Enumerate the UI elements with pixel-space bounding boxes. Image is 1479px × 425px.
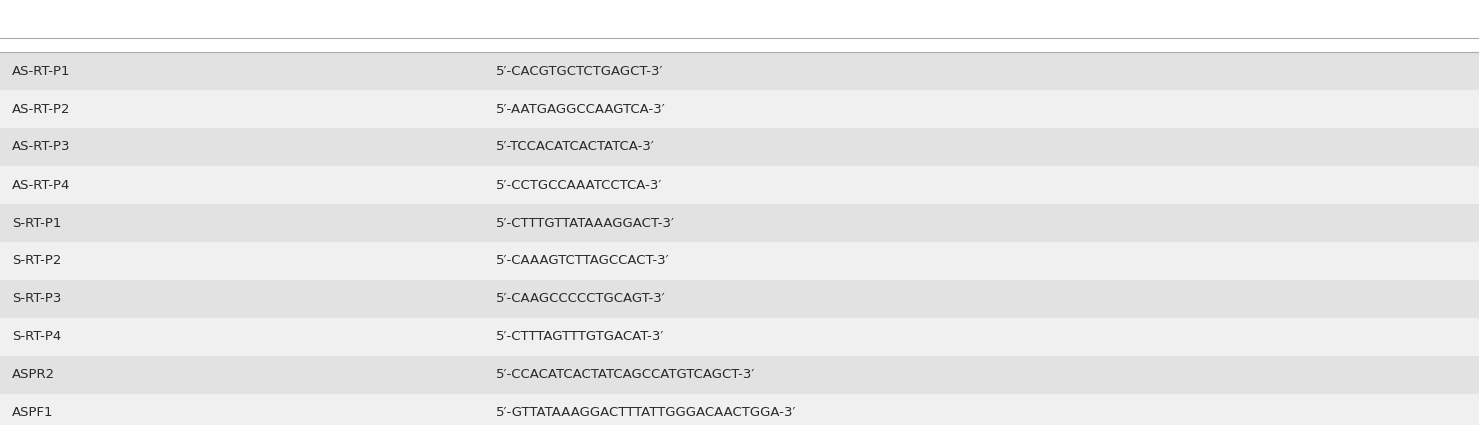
Bar <box>0 394 1479 425</box>
Bar <box>0 318 1479 356</box>
Text: 5′-CCACATCACTATCAGCCATGTCAGCT-3′: 5′-CCACATCACTATCAGCCATGTCAGCT-3′ <box>495 368 754 382</box>
Text: AS-RT-P4: AS-RT-P4 <box>12 178 70 192</box>
Text: 5′-CAAAGTCTTAGCCACT-3′: 5′-CAAAGTCTTAGCCACT-3′ <box>495 255 669 267</box>
Text: S-RT-P3: S-RT-P3 <box>12 292 61 306</box>
Text: 5′-CACGTGCTCTGAGCT-3′: 5′-CACGTGCTCTGAGCT-3′ <box>495 65 663 77</box>
Text: ASPR2: ASPR2 <box>12 368 55 382</box>
Text: AS-RT-P3: AS-RT-P3 <box>12 141 71 153</box>
Bar <box>0 166 1479 204</box>
Text: AS-RT-P2: AS-RT-P2 <box>12 102 71 116</box>
Text: S-RT-P1: S-RT-P1 <box>12 216 61 230</box>
Bar <box>0 280 1479 318</box>
Text: AS-RT-P1: AS-RT-P1 <box>12 65 71 77</box>
Text: 5′-CAAGCCCCCTGCAGT-3′: 5′-CAAGCCCCCTGCAGT-3′ <box>495 292 666 306</box>
Bar <box>0 356 1479 394</box>
Text: S-RT-P2: S-RT-P2 <box>12 255 61 267</box>
Bar <box>0 90 1479 128</box>
Text: ASPF1: ASPF1 <box>12 406 53 419</box>
Text: 5′-CTTTAGTTTGTGACAT-3′: 5′-CTTTAGTTTGTGACAT-3′ <box>495 331 664 343</box>
Text: S-RT-P4: S-RT-P4 <box>12 331 61 343</box>
Text: 5′-CCTGCCAAATCCTCA-3′: 5′-CCTGCCAAATCCTCA-3′ <box>495 178 661 192</box>
Bar <box>0 128 1479 166</box>
Bar <box>0 204 1479 242</box>
Text: 5′-CTTTGTTATAAAGGACT-3′: 5′-CTTTGTTATAAAGGACT-3′ <box>495 216 674 230</box>
Bar <box>0 242 1479 280</box>
Text: 5′-TCCACATCACTATCA-3′: 5′-TCCACATCACTATCA-3′ <box>495 141 654 153</box>
Bar <box>0 52 1479 90</box>
Text: 5′-GTTATAAAGGACTTTATTGGGACAACTGGA-3′: 5′-GTTATAAAGGACTTTATTGGGACAACTGGA-3′ <box>495 406 796 419</box>
Text: 5′-AATGAGGCCAAGTCA-3′: 5′-AATGAGGCCAAGTCA-3′ <box>495 102 666 116</box>
